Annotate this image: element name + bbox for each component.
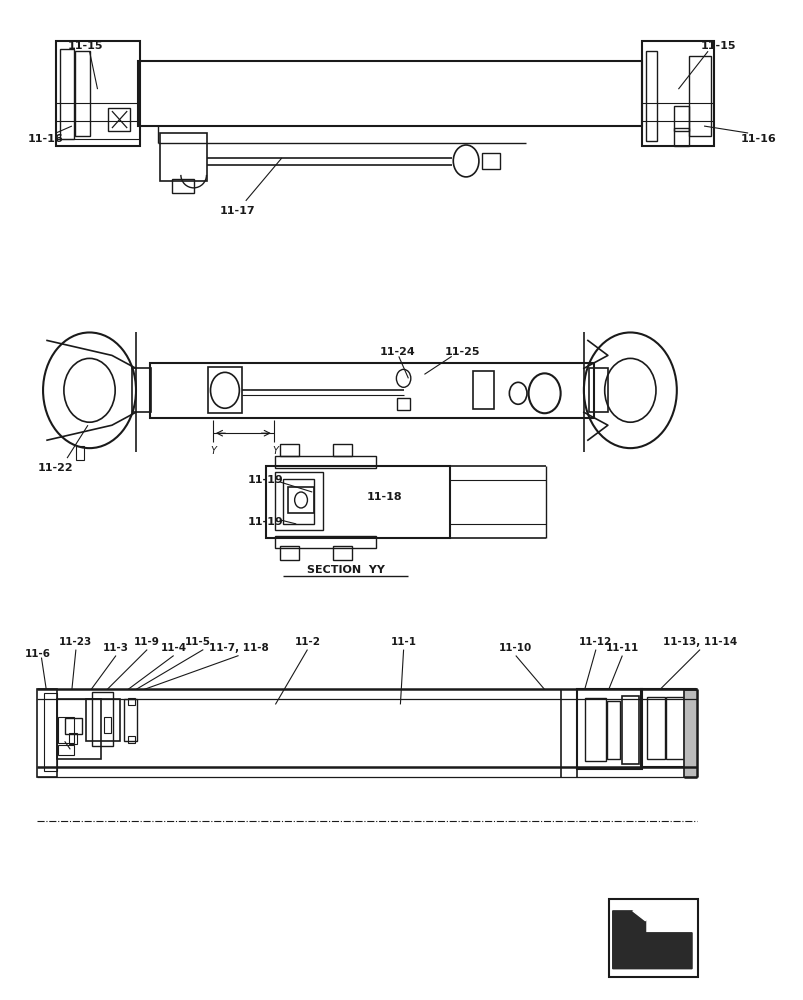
Bar <box>332 546 352 560</box>
Text: 11-19: 11-19 <box>247 475 283 485</box>
Polygon shape <box>683 689 696 777</box>
Text: 11-3: 11-3 <box>103 643 128 653</box>
Bar <box>104 717 111 733</box>
Bar <box>160 133 206 181</box>
Polygon shape <box>612 911 691 969</box>
Bar <box>606 701 619 759</box>
Bar <box>86 699 120 741</box>
Bar <box>482 153 499 169</box>
Bar <box>58 717 74 743</box>
Text: 11-24: 11-24 <box>380 347 415 357</box>
Text: 11-15: 11-15 <box>67 41 103 51</box>
Bar <box>38 689 57 777</box>
Bar <box>75 51 89 136</box>
Text: SECTION  YY: SECTION YY <box>307 565 385 575</box>
Bar <box>287 487 313 513</box>
Text: 11-5: 11-5 <box>185 637 210 647</box>
Text: 11-11: 11-11 <box>605 643 638 653</box>
Bar <box>283 479 313 524</box>
Bar <box>59 49 74 139</box>
Bar <box>646 51 656 141</box>
Text: 11-25: 11-25 <box>444 347 479 357</box>
Bar <box>75 446 84 460</box>
Bar <box>58 745 74 755</box>
Bar <box>128 698 135 705</box>
Text: 11-7, 11-8: 11-7, 11-8 <box>209 643 268 653</box>
Text: 11-16: 11-16 <box>27 134 63 144</box>
Bar <box>576 689 642 769</box>
Text: 11-19: 11-19 <box>247 517 283 527</box>
Text: Y: Y <box>210 446 216 456</box>
Bar <box>92 692 112 746</box>
Bar <box>149 363 593 418</box>
Bar <box>137 61 642 126</box>
Bar <box>688 56 711 136</box>
Bar <box>208 367 242 413</box>
Bar <box>132 368 151 412</box>
Text: 11-9: 11-9 <box>134 637 160 647</box>
Bar <box>666 697 683 759</box>
Bar <box>280 444 299 456</box>
Bar <box>674 106 688 131</box>
Bar <box>275 536 375 548</box>
Bar <box>44 693 56 771</box>
Bar <box>646 697 664 759</box>
Bar <box>275 456 375 468</box>
Bar <box>55 41 140 146</box>
Text: 11-18: 11-18 <box>366 492 402 502</box>
Bar <box>588 368 607 412</box>
Bar <box>68 733 76 744</box>
Bar <box>621 696 638 764</box>
Bar <box>642 41 714 146</box>
Bar <box>280 546 299 560</box>
Text: 11-4: 11-4 <box>161 643 186 653</box>
Text: Y: Y <box>272 446 278 456</box>
Bar <box>332 444 352 456</box>
Bar <box>266 466 450 538</box>
Bar <box>608 899 698 977</box>
Bar <box>172 179 194 193</box>
Text: 11-22: 11-22 <box>38 463 74 473</box>
Text: 11-17: 11-17 <box>220 206 255 216</box>
Bar <box>124 699 137 741</box>
Text: 11-10: 11-10 <box>499 643 532 653</box>
Text: 11-16: 11-16 <box>740 134 776 144</box>
Bar <box>640 689 695 767</box>
Bar <box>128 736 135 743</box>
Bar <box>584 698 605 761</box>
Text: 11-23: 11-23 <box>59 637 92 647</box>
Bar <box>472 371 494 409</box>
Text: 11-15: 11-15 <box>700 41 736 51</box>
Text: 11-2: 11-2 <box>294 637 320 647</box>
Bar <box>64 718 82 734</box>
Text: 11-1: 11-1 <box>390 637 416 647</box>
Bar <box>275 472 323 530</box>
Bar <box>397 398 410 410</box>
Text: 11-13, 11-14: 11-13, 11-14 <box>662 637 736 647</box>
Polygon shape <box>632 911 645 921</box>
Bar <box>108 108 130 131</box>
Bar <box>674 128 688 146</box>
Text: 11-12: 11-12 <box>578 637 612 647</box>
Text: 11-6: 11-6 <box>24 649 51 659</box>
Bar <box>56 699 100 759</box>
